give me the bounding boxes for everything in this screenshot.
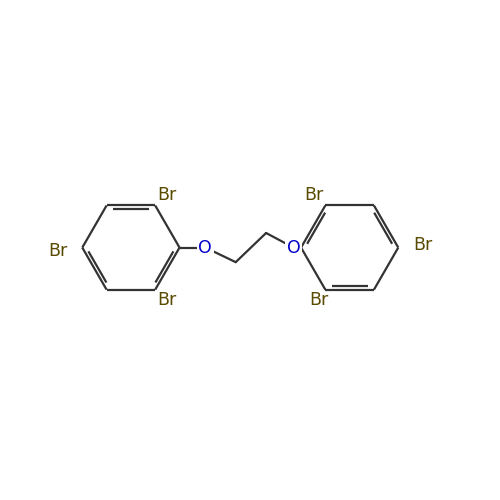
Text: Br: Br (48, 242, 68, 260)
Text: Br: Br (157, 186, 176, 204)
Text: Br: Br (157, 290, 176, 308)
Text: Br: Br (304, 186, 324, 204)
Text: O: O (198, 238, 212, 256)
Text: Br: Br (309, 290, 328, 308)
Text: Br: Br (413, 236, 432, 254)
Text: O: O (286, 238, 300, 256)
